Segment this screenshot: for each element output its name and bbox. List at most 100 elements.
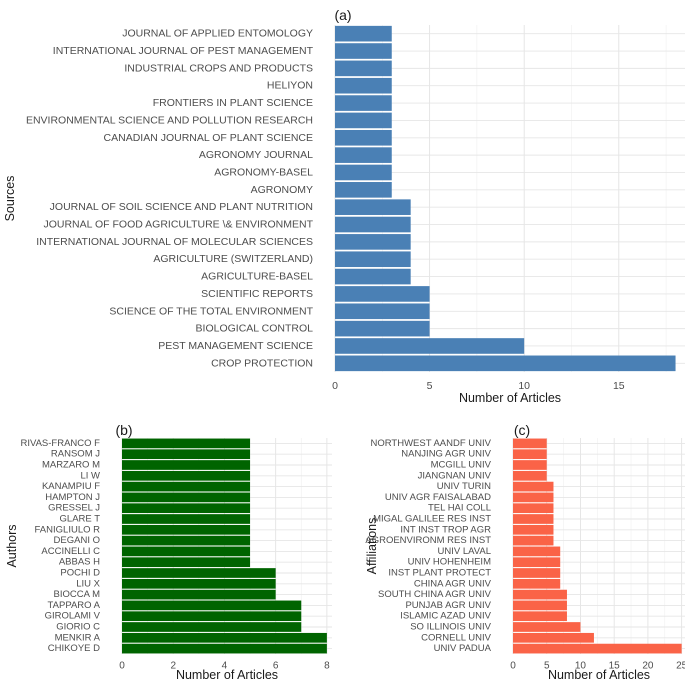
panel-c-bar (513, 503, 554, 514)
panel-a-bar (335, 25, 392, 42)
panel-a-bar (335, 43, 392, 59)
panel-a-x-tick-label: 0 (332, 380, 338, 392)
panel-b-x-tick-label: 6 (273, 661, 279, 672)
panel-b-x-tick-label: 2 (170, 661, 176, 672)
panel-c-category-label: JIANGNAN UNIV (418, 470, 492, 481)
panel-c-bar (513, 492, 554, 503)
panel-a-category-label: INDUSTRIAL CROPS AND PRODUCTS (124, 62, 313, 74)
panel-b-bar (122, 514, 251, 524)
panel-c-bar (513, 622, 581, 632)
panel-a-category-label: AGRONOMY (251, 184, 313, 196)
panel-c-x-tick-label: 10 (575, 661, 587, 672)
panel-a-category-label: AGRICULTURE (SWITZERLAND) (153, 253, 313, 265)
panel-a-category-label: CROP PROTECTION (211, 357, 313, 369)
panel-b-category-label: MENKIR A (55, 632, 101, 643)
panel-a-bar (335, 234, 411, 250)
panel-b-category-label: GRESSEL J (48, 503, 100, 514)
panel-c-category-label: AGROENVIRONM RES INST (365, 535, 491, 546)
panel-c-bar (513, 578, 561, 589)
panel-c-category-label: INT INST TROP AGR (400, 524, 491, 535)
panel-a-bar (335, 147, 392, 163)
panel-a-bar (335, 199, 411, 215)
panel-b-category-label: GIORIO C (56, 622, 100, 633)
panel-c-category-label: CORNELL UNIV (421, 632, 492, 643)
panel-a-bar (335, 112, 392, 129)
panel-c-bar (513, 438, 547, 449)
panel-c-bar (513, 611, 567, 622)
panel-b-bar (122, 578, 276, 589)
panel-b-category-label: BIOCCA M (54, 589, 101, 600)
panel-c-bar (513, 546, 561, 557)
panel-a-bar (335, 320, 430, 337)
panel-a-category-label: BIOLOGICAL CONTROL (196, 323, 314, 335)
panel-a-category-label: AGRONOMY-BASEL (214, 166, 313, 178)
panel-c-x-axis-title: Number of Articles (548, 668, 650, 682)
panel-b-category-label: TAPPARO A (48, 600, 101, 611)
panel-c-category-label: UNIV HOHENHEIM (408, 557, 491, 568)
panel-b-category-label: HAMPTON J (45, 492, 100, 503)
panel-a-category-label: ENVIRONMENTAL SCIENCE AND POLLUTION RESE… (26, 114, 313, 126)
panel-a-category-label: JOURNAL OF SOIL SCIENCE AND PLANT NUTRIT… (50, 201, 313, 213)
panel-c-x-tick-label: 0 (510, 661, 516, 672)
panel-c-bar (513, 535, 554, 546)
panel-a-bar (335, 95, 392, 111)
panel-c-category-label: NANJING AGR UNIV (401, 449, 491, 460)
panel-a-bar (335, 77, 392, 94)
panel-a-label: (a) (334, 7, 351, 23)
panel-b-category-label: DEGANI O (54, 535, 100, 546)
panel-c-bar (513, 460, 547, 470)
panel-a-x-axis-title: Number of Articles (459, 391, 561, 405)
panel-b-bar (122, 600, 302, 611)
panel-b-category-label: FANIGLIULO R (35, 524, 101, 535)
panel-b-bar (122, 622, 302, 632)
panel-b-bar (122, 460, 251, 470)
panel-c-category-label: UNIV LAVAL (437, 546, 491, 557)
panel-a-category-label: CANADIAN JOURNAL OF PLANT SCIENCE (104, 132, 313, 144)
panel-a-bar (335, 286, 430, 302)
panel-c-category-label: SO ILLINOIS UNIV (410, 622, 491, 633)
panel-a-bar (335, 164, 392, 181)
panel-c-y-axis-title: Affiliations (365, 518, 379, 575)
panel-c-bar (513, 514, 554, 524)
panel-c-bar (513, 557, 561, 568)
panel-b-bar (122, 589, 276, 600)
panel-b-label: (b) (115, 422, 132, 438)
panel-c-x-tick-label: 20 (642, 661, 654, 672)
panel-b-bar (122, 481, 251, 492)
panel-a-x-tick-label: 10 (518, 380, 530, 392)
panel-b-category-label: ABBAS H (59, 557, 100, 568)
panel-b-category-label: CHIKOYE D (48, 643, 100, 654)
panel-b-bar (122, 503, 251, 514)
panel-b-category-label: ACCINELLI C (41, 546, 100, 557)
panel-c-category-label: PUNJAB AGR UNIV (405, 600, 491, 611)
panel-c-bar (513, 481, 554, 492)
panel-c-bar (513, 568, 561, 578)
panel-c-bar (513, 600, 567, 611)
panel-c-category-label: UNIV AGR FAISALABAD (385, 492, 491, 503)
panel-c-category-label: MCGILL UNIV (431, 460, 492, 471)
panel-b-bar (122, 546, 251, 557)
panel-c-bar (513, 589, 567, 600)
panel-c-category-label: NORTHWEST AANDF UNIV (370, 438, 491, 449)
panel-b-category-label: LIU X (76, 578, 100, 589)
panel-a-bar (335, 182, 392, 198)
panel-b-y-axis-title: Authors (5, 524, 19, 567)
panel-b-category-label: RANSOM J (51, 449, 100, 460)
panel-b-bar (122, 643, 327, 654)
panel-a-x-tick-label: 15 (613, 380, 625, 392)
panel-b-bar (122, 492, 251, 503)
panel-c-category-label: SOUTH CHINA AGR UNIV (378, 589, 492, 600)
panel-a-bar (335, 216, 411, 233)
panel-b-bar (122, 438, 251, 449)
panel-a-category-label: JOURNAL OF APPLIED ENTOMOLOGY (122, 28, 313, 40)
panel-c-category-label: INST PLANT PROTECT (388, 568, 491, 579)
panel-c-x-tick-label: 15 (609, 661, 621, 672)
panel-a-category-label: PEST MANAGEMENT SCIENCE (158, 340, 313, 352)
panel-b-x-tick-label: 0 (119, 661, 125, 672)
panel-b-category-label: MARZARO M (42, 460, 100, 471)
panel-c-bar (513, 470, 547, 481)
panel-b-bar (122, 524, 251, 535)
panel-b-category-label: GIROLAMI V (45, 611, 101, 622)
panel-b-bar (122, 632, 327, 643)
